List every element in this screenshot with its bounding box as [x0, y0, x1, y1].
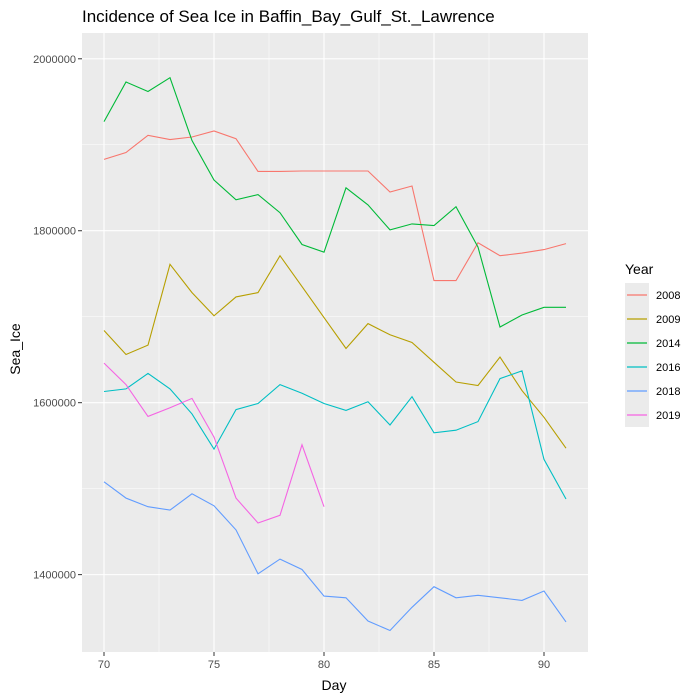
y-tick-label: 2000000	[33, 54, 76, 66]
legend-label-2018: 2018	[656, 386, 680, 398]
series-line-2014	[103, 76, 566, 328]
y-axis-title: Sea_Ice	[7, 323, 23, 375]
legend-title: Year	[625, 261, 654, 277]
x-tick-label: 70	[98, 659, 110, 671]
gridlines	[82, 33, 588, 652]
chart-title: Incidence of Sea Ice in Baffin_Bay_Gulf_…	[82, 7, 495, 26]
legend-label-2019: 2019	[656, 410, 680, 422]
x-tick-label: 75	[208, 659, 220, 671]
x-tick-label: 85	[428, 659, 440, 671]
legend-label-2008: 2008	[656, 290, 680, 302]
x-tick-label: 80	[318, 659, 330, 671]
series-line-2008	[103, 130, 567, 282]
x-tick-label: 90	[538, 659, 550, 671]
legend: Year 2008 2009 2014 2016 2018 2019	[625, 261, 680, 427]
legend-label-2014: 2014	[656, 338, 680, 350]
series-line-2018	[103, 481, 567, 632]
legend-label-2009: 2009	[656, 314, 680, 326]
y-tick-label: 1400000	[33, 570, 76, 582]
series-line-2009	[103, 254, 567, 449]
plot-panel	[82, 33, 588, 652]
axes: 70 75 80 85 90 1400000 1600000 1800000 2000000	[33, 54, 550, 671]
legend-label-2016: 2016	[656, 362, 680, 374]
series-lines	[103, 76, 567, 632]
series-line-2016	[103, 370, 567, 500]
x-axis-title: Day	[322, 677, 347, 693]
series-line-2019	[103, 362, 325, 524]
y-tick-label: 1600000	[33, 398, 76, 410]
y-tick-label: 1800000	[33, 226, 76, 238]
